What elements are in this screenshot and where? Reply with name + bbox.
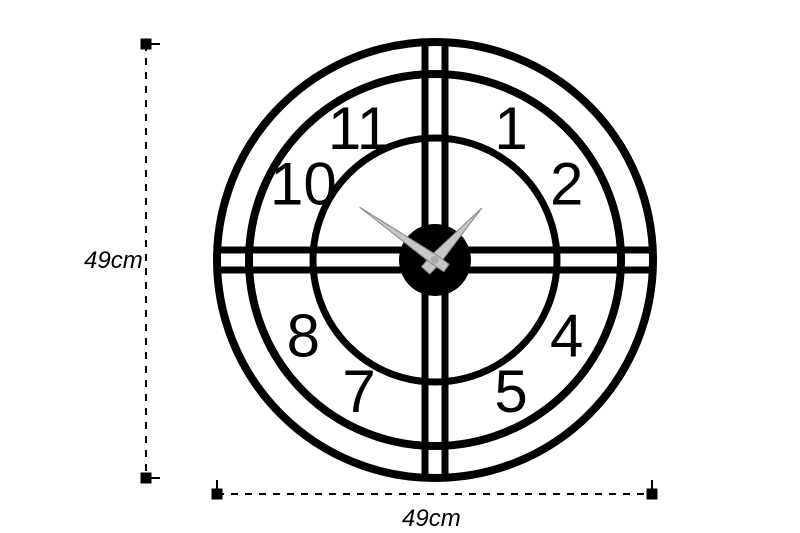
clock-numeral-5: 5 [494, 358, 527, 425]
clock-numeral-1: 1 [494, 95, 527, 162]
clock-numeral-11: 11 [328, 95, 390, 162]
dimension-label-horizontal: 49cm [402, 505, 461, 532]
clock-numeral-10: 10 [270, 151, 337, 218]
clock-numeral-8: 8 [287, 303, 320, 370]
clock-numeral-2: 2 [550, 151, 583, 218]
dimension-label-vertical: 49cm [84, 247, 143, 274]
diagram-svg: 12 45 78 1011 49cm 49cm [0, 0, 800, 533]
clock-numeral-7: 7 [342, 358, 375, 425]
product-dimension-diagram: 12 45 78 1011 49cm 49cm [0, 0, 800, 533]
hand-pin [431, 256, 439, 264]
clock-numeral-4: 4 [550, 303, 583, 370]
